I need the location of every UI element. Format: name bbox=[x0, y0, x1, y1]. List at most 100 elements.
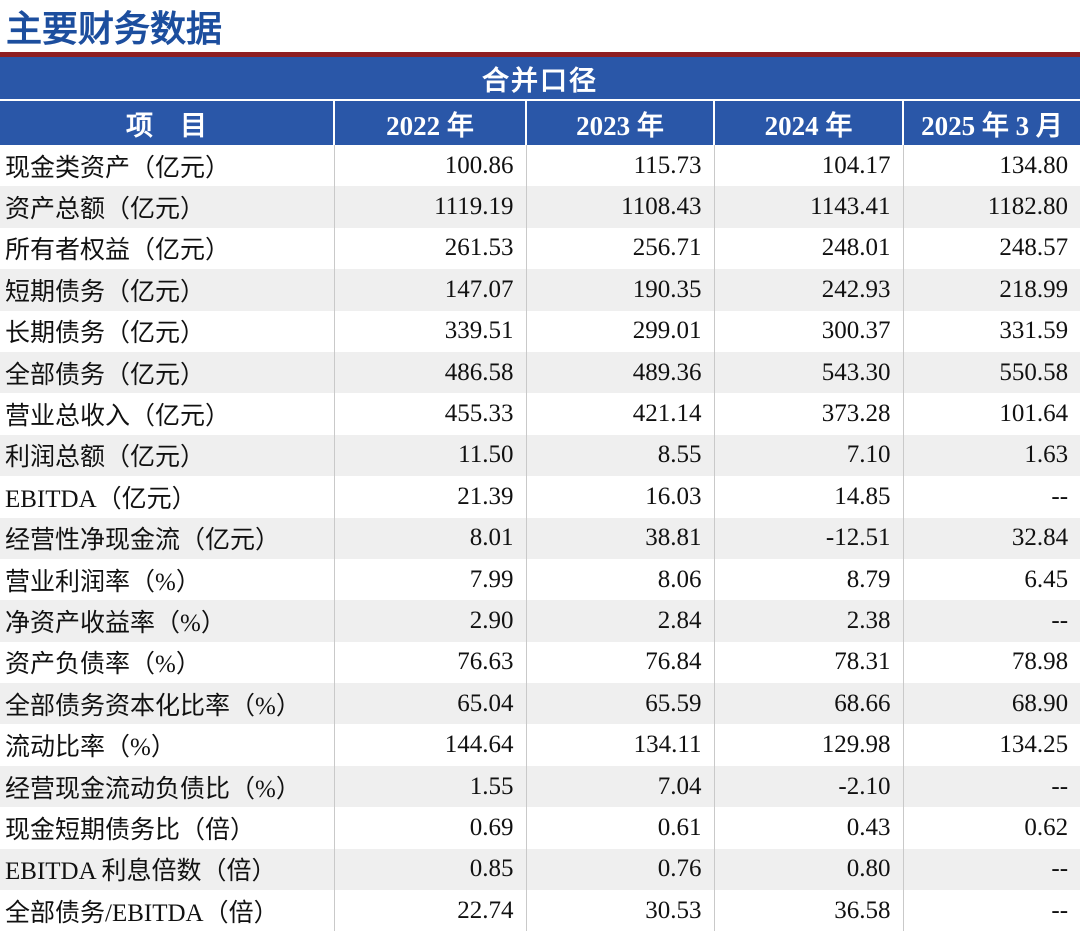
column-header-2024: 2024 年 bbox=[713, 100, 903, 145]
page-title: 主要财务数据 bbox=[6, 8, 223, 49]
cell-value: -12.51 bbox=[713, 517, 903, 559]
cell-value: 7.99 bbox=[333, 558, 526, 601]
cell-value: 486.58 bbox=[333, 351, 526, 394]
cell-value: 32.84 bbox=[902, 517, 1080, 559]
group-header-cell: 合并口径 bbox=[0, 57, 1080, 101]
cell-value: 489.36 bbox=[525, 351, 714, 394]
cell-value: 1.55 bbox=[333, 765, 526, 808]
table-row: 全部债务（亿元） 486.58 489.36 543.30 550.58 bbox=[0, 351, 1080, 394]
row-label: 全部债务资本化比率（%） bbox=[5, 692, 301, 720]
row-label: 营业总收入（亿元） bbox=[5, 403, 231, 431]
row-label: 流动比率（%） bbox=[5, 734, 176, 762]
cell-value: 218.99 bbox=[902, 269, 1080, 311]
table-row: 净资产收益率（%） 2.90 2.84 2.38 -- bbox=[0, 600, 1080, 642]
cell-value: 76.63 bbox=[333, 641, 526, 684]
row-label: 现金短期债务比（倍） bbox=[5, 816, 256, 844]
row-label: EBITDA 利息倍数（倍） bbox=[5, 858, 277, 886]
cell-value: 134.11 bbox=[525, 724, 714, 766]
table-body: 现金类资产（亿元） 100.86 115.73 104.17 134.80 资产总额（亿元… bbox=[0, 145, 1080, 932]
cell-value: 14.85 bbox=[713, 476, 903, 518]
cell-value: 242.93 bbox=[713, 269, 903, 311]
column-header-row: 项 目 2022 年 2023 年 2024 年 2025 年 3 月 bbox=[0, 100, 1080, 145]
table-row: EBITDA（亿元） 21.39 16.03 14.85 -- bbox=[0, 476, 1080, 518]
row-label: 全部债务/EBITDA（倍） bbox=[5, 899, 279, 927]
cell-value: 30.53 bbox=[525, 890, 714, 932]
cell-value: -- bbox=[902, 890, 1080, 932]
cell-value: 115.73 bbox=[525, 145, 714, 187]
cell-value: 6.45 bbox=[902, 558, 1080, 601]
cell-value: 65.59 bbox=[525, 683, 714, 725]
cell-value: -- bbox=[902, 476, 1080, 518]
table-row: 全部债务资本化比率（%） 65.04 65.59 68.66 68.90 bbox=[0, 683, 1080, 725]
cell-value: 261.53 bbox=[333, 227, 526, 270]
column-header-2022: 2022 年 bbox=[333, 100, 526, 145]
column-header-2025-03: 2025 年 3 月 bbox=[901, 100, 1080, 145]
table-row: 短期债务（亿元） 147.07 190.35 242.93 218.99 bbox=[0, 269, 1080, 311]
cell-value: 22.74 bbox=[333, 890, 526, 932]
table-row: 流动比率（%） 144.64 134.11 129.98 134.25 bbox=[0, 724, 1080, 766]
cell-value: 8.01 bbox=[333, 517, 526, 559]
table-row: 营业利润率（%） 7.99 8.06 8.79 6.45 bbox=[0, 558, 1080, 601]
cell-value: 68.66 bbox=[713, 683, 903, 725]
cell-value: 8.79 bbox=[713, 558, 903, 601]
cell-value: 543.30 bbox=[713, 351, 903, 394]
cell-value: 2.84 bbox=[525, 600, 714, 642]
table-row: 长期债务（亿元） 339.51 299.01 300.37 331.59 bbox=[0, 310, 1080, 352]
cell-value: 455.33 bbox=[333, 393, 526, 435]
cell-value: 104.17 bbox=[713, 145, 903, 187]
cell-value: 550.58 bbox=[902, 351, 1080, 394]
cell-value: 7.04 bbox=[525, 765, 714, 808]
row-label: 短期债务（亿元） bbox=[5, 278, 206, 306]
cell-value: 373.28 bbox=[713, 393, 903, 435]
table-row: 利润总额（亿元） 11.50 8.55 7.10 1.63 bbox=[0, 434, 1080, 477]
cell-value: 8.55 bbox=[525, 434, 714, 477]
cell-value: 100.86 bbox=[333, 145, 526, 187]
row-label: 长期债务（亿元） bbox=[5, 320, 206, 348]
table-row: 营业总收入（亿元） 455.33 421.14 373.28 101.64 bbox=[0, 393, 1080, 435]
cell-value: 16.03 bbox=[525, 476, 714, 518]
cell-value: 11.50 bbox=[333, 434, 526, 477]
row-label: 全部债务（亿元） bbox=[5, 361, 206, 389]
table-row: 经营现金流动负债比（%） 1.55 7.04 -2.10 -- bbox=[0, 765, 1080, 808]
table-row: 现金类资产（亿元） 100.86 115.73 104.17 134.80 bbox=[0, 145, 1080, 187]
row-label: 资产总额（亿元） bbox=[5, 196, 206, 224]
cell-value: 248.01 bbox=[713, 227, 903, 270]
table-row: 现金短期债务比（倍） 0.69 0.61 0.43 0.62 bbox=[0, 807, 1080, 849]
cell-value: 0.69 bbox=[333, 807, 526, 849]
column-header-2023: 2023 年 bbox=[525, 100, 714, 145]
cell-value: 0.85 bbox=[333, 848, 526, 891]
cell-value: 1108.43 bbox=[525, 186, 714, 228]
cell-value: 300.37 bbox=[713, 310, 903, 352]
cell-value: 21.39 bbox=[333, 476, 526, 518]
cell-value: 8.06 bbox=[525, 558, 714, 601]
table-row: 全部债务/EBITDA（倍） 22.74 30.53 36.58 -- bbox=[0, 890, 1080, 932]
group-header-row: 合并口径 bbox=[0, 57, 1080, 101]
table-row: 资产负债率（%） 76.63 76.84 78.31 78.98 bbox=[0, 641, 1080, 684]
cell-value: 248.57 bbox=[902, 227, 1080, 270]
cell-value: 38.81 bbox=[525, 517, 714, 559]
cell-value: 1.63 bbox=[902, 434, 1080, 477]
row-label: 所有者权益（亿元） bbox=[5, 237, 231, 265]
cell-value: 134.25 bbox=[902, 724, 1080, 766]
table-row: EBITDA 利息倍数（倍） 0.85 0.76 0.80 -- bbox=[0, 848, 1080, 891]
row-label: EBITDA（亿元） bbox=[5, 485, 197, 513]
table-row: 所有者权益（亿元） 261.53 256.71 248.01 248.57 bbox=[0, 227, 1080, 270]
cell-value: -- bbox=[902, 848, 1080, 891]
cell-value: 256.71 bbox=[525, 227, 714, 270]
cell-value: 339.51 bbox=[333, 310, 526, 352]
row-label: 净资产收益率（%） bbox=[5, 609, 226, 637]
cell-value: 78.31 bbox=[713, 641, 903, 684]
cell-value: 147.07 bbox=[333, 269, 526, 311]
cell-value: 68.90 bbox=[902, 683, 1080, 725]
cell-value: 144.64 bbox=[333, 724, 526, 766]
cell-value: 134.80 bbox=[902, 145, 1080, 187]
row-label: 利润总额（亿元） bbox=[5, 444, 206, 472]
cell-value: 0.62 bbox=[902, 807, 1080, 849]
row-label: 经营现金流动负债比（%） bbox=[5, 775, 301, 803]
cell-value: 76.84 bbox=[525, 641, 714, 684]
cell-value: 129.98 bbox=[713, 724, 903, 766]
cell-value: 0.76 bbox=[525, 848, 714, 891]
cell-value: 0.43 bbox=[713, 807, 903, 849]
cell-value: 299.01 bbox=[525, 310, 714, 352]
financial-table: 合并口径 项 目 2022 年 2023 年 2024 年 2025 年 3 月… bbox=[0, 57, 1080, 932]
